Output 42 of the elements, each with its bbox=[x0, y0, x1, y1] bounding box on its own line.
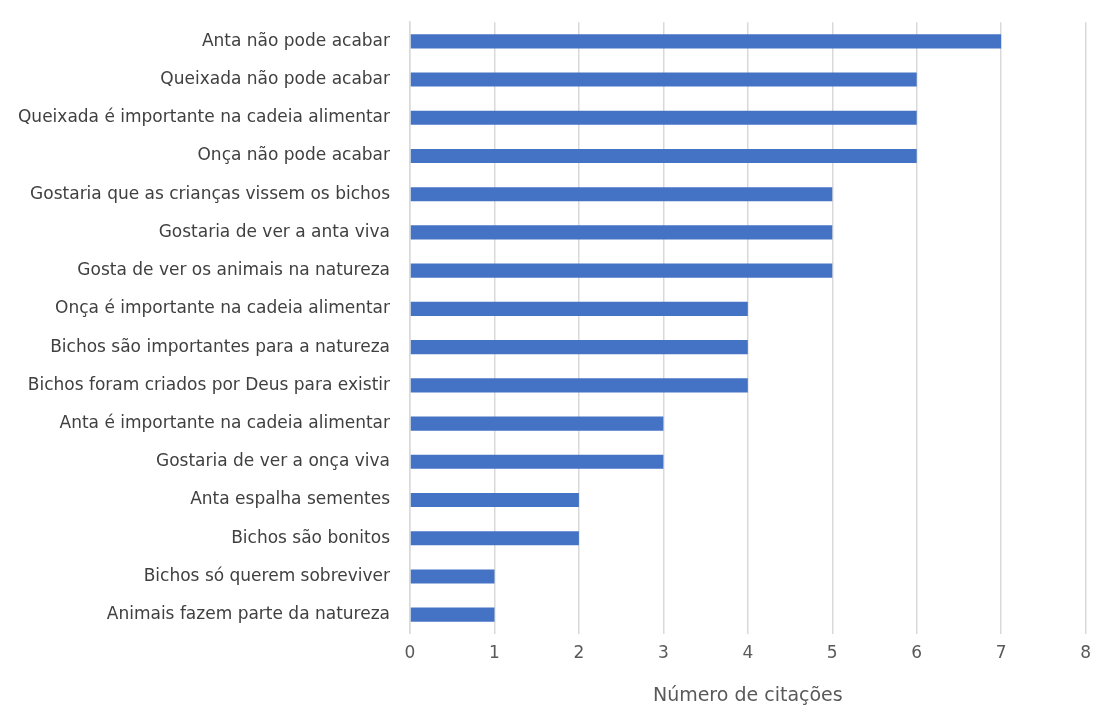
bar bbox=[410, 378, 748, 393]
y-tick-label: Gosta de ver os animais na natureza bbox=[77, 259, 391, 280]
bar bbox=[410, 263, 833, 278]
x-tick-label: 7 bbox=[995, 642, 1007, 663]
y-tick-label: Anta não pode acabar bbox=[201, 29, 391, 50]
y-tick-label: Bichos são importantes para a natureza bbox=[50, 335, 391, 356]
x-tick-label: 2 bbox=[573, 642, 585, 663]
bar bbox=[410, 34, 1002, 49]
bar bbox=[410, 148, 917, 164]
x-axis-title: Número de citações bbox=[652, 682, 843, 705]
y-tick-label: Bichos foram criados por Deus para existir bbox=[27, 373, 391, 394]
bar bbox=[410, 607, 495, 622]
x-tick-label: 0 bbox=[404, 642, 416, 663]
y-tick-label: Gostaria de ver a onça viva bbox=[155, 450, 391, 471]
bar bbox=[410, 110, 917, 125]
y-tick-label: Bichos só querem sobreviver bbox=[143, 564, 391, 585]
bar bbox=[410, 492, 579, 508]
bar bbox=[410, 416, 664, 431]
y-tick-label: Gostaria que as crianças vissem os bichos bbox=[30, 182, 391, 203]
bar bbox=[410, 531, 579, 546]
bar bbox=[410, 454, 664, 469]
y-tick-label: Anta é importante na cadeia alimentar bbox=[59, 411, 391, 432]
bar bbox=[410, 301, 748, 316]
x-tick-label: 5 bbox=[826, 642, 838, 663]
x-tick-label: 1 bbox=[489, 642, 500, 663]
x-tick-label: 6 bbox=[911, 642, 923, 663]
bar bbox=[410, 225, 833, 240]
y-tick-label: Bichos são bonitos bbox=[231, 526, 391, 547]
y-tick-label: Queixada não pode acabar bbox=[160, 67, 391, 88]
y-tick-label: Animais fazem parte da natureza bbox=[106, 603, 391, 624]
bar bbox=[410, 340, 748, 355]
bar bbox=[410, 187, 833, 202]
x-tick-label: 3 bbox=[657, 642, 669, 663]
x-tick-label: 4 bbox=[742, 642, 754, 663]
y-tick-label: Onça não pode acabar bbox=[197, 144, 391, 165]
bar bbox=[410, 72, 917, 87]
y-tick-label: Onça é importante na cadeia alimentar bbox=[55, 297, 391, 318]
y-tick-label: Queixada é importante na cadeia alimentar bbox=[17, 106, 391, 127]
y-tick-label: Gostaria de ver a anta viva bbox=[158, 220, 391, 241]
y-tick-label: Anta espalha sementes bbox=[190, 488, 391, 509]
bar bbox=[410, 569, 495, 584]
x-tick-label: 8 bbox=[1080, 642, 1092, 663]
